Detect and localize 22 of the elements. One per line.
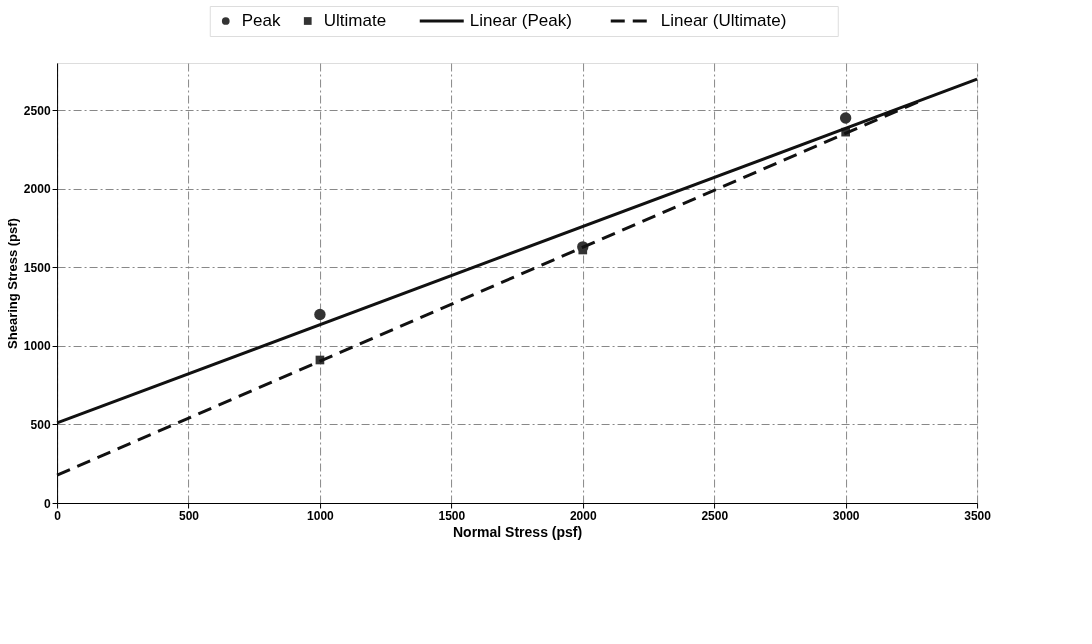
x-tick-label: 3500 (964, 508, 992, 523)
x-tick-label: 1500 (438, 508, 466, 523)
y-tick-label: 1500 (23, 260, 51, 275)
x-tick-label: 2500 (701, 508, 729, 523)
y-tick-label: 2500 (23, 103, 51, 118)
x-tick-label: 3000 (832, 508, 860, 523)
y-axis-title: Shearing Stress (psf) (4, 218, 20, 349)
legend-label: Ultimate (323, 11, 387, 30)
y-tick-label: 0 (43, 496, 51, 511)
y-tick-label: 2000 (23, 182, 51, 197)
x-tick-label: 500 (178, 508, 200, 523)
x-tick-label: 0 (54, 508, 62, 523)
legend-label: Linear (Ultimate) (660, 11, 787, 30)
x-tick-label: 2000 (569, 508, 597, 523)
legend-label: Linear (Peak) (469, 11, 572, 30)
x-tick-label: 1000 (307, 508, 335, 523)
y-tick-label: 1000 (23, 339, 51, 354)
point (314, 308, 326, 321)
y-tick-label: 500 (30, 417, 51, 432)
point (839, 112, 852, 124)
legend-label: Peak (241, 11, 281, 30)
x-axis-title: Normal Stress (psf) (453, 523, 583, 540)
